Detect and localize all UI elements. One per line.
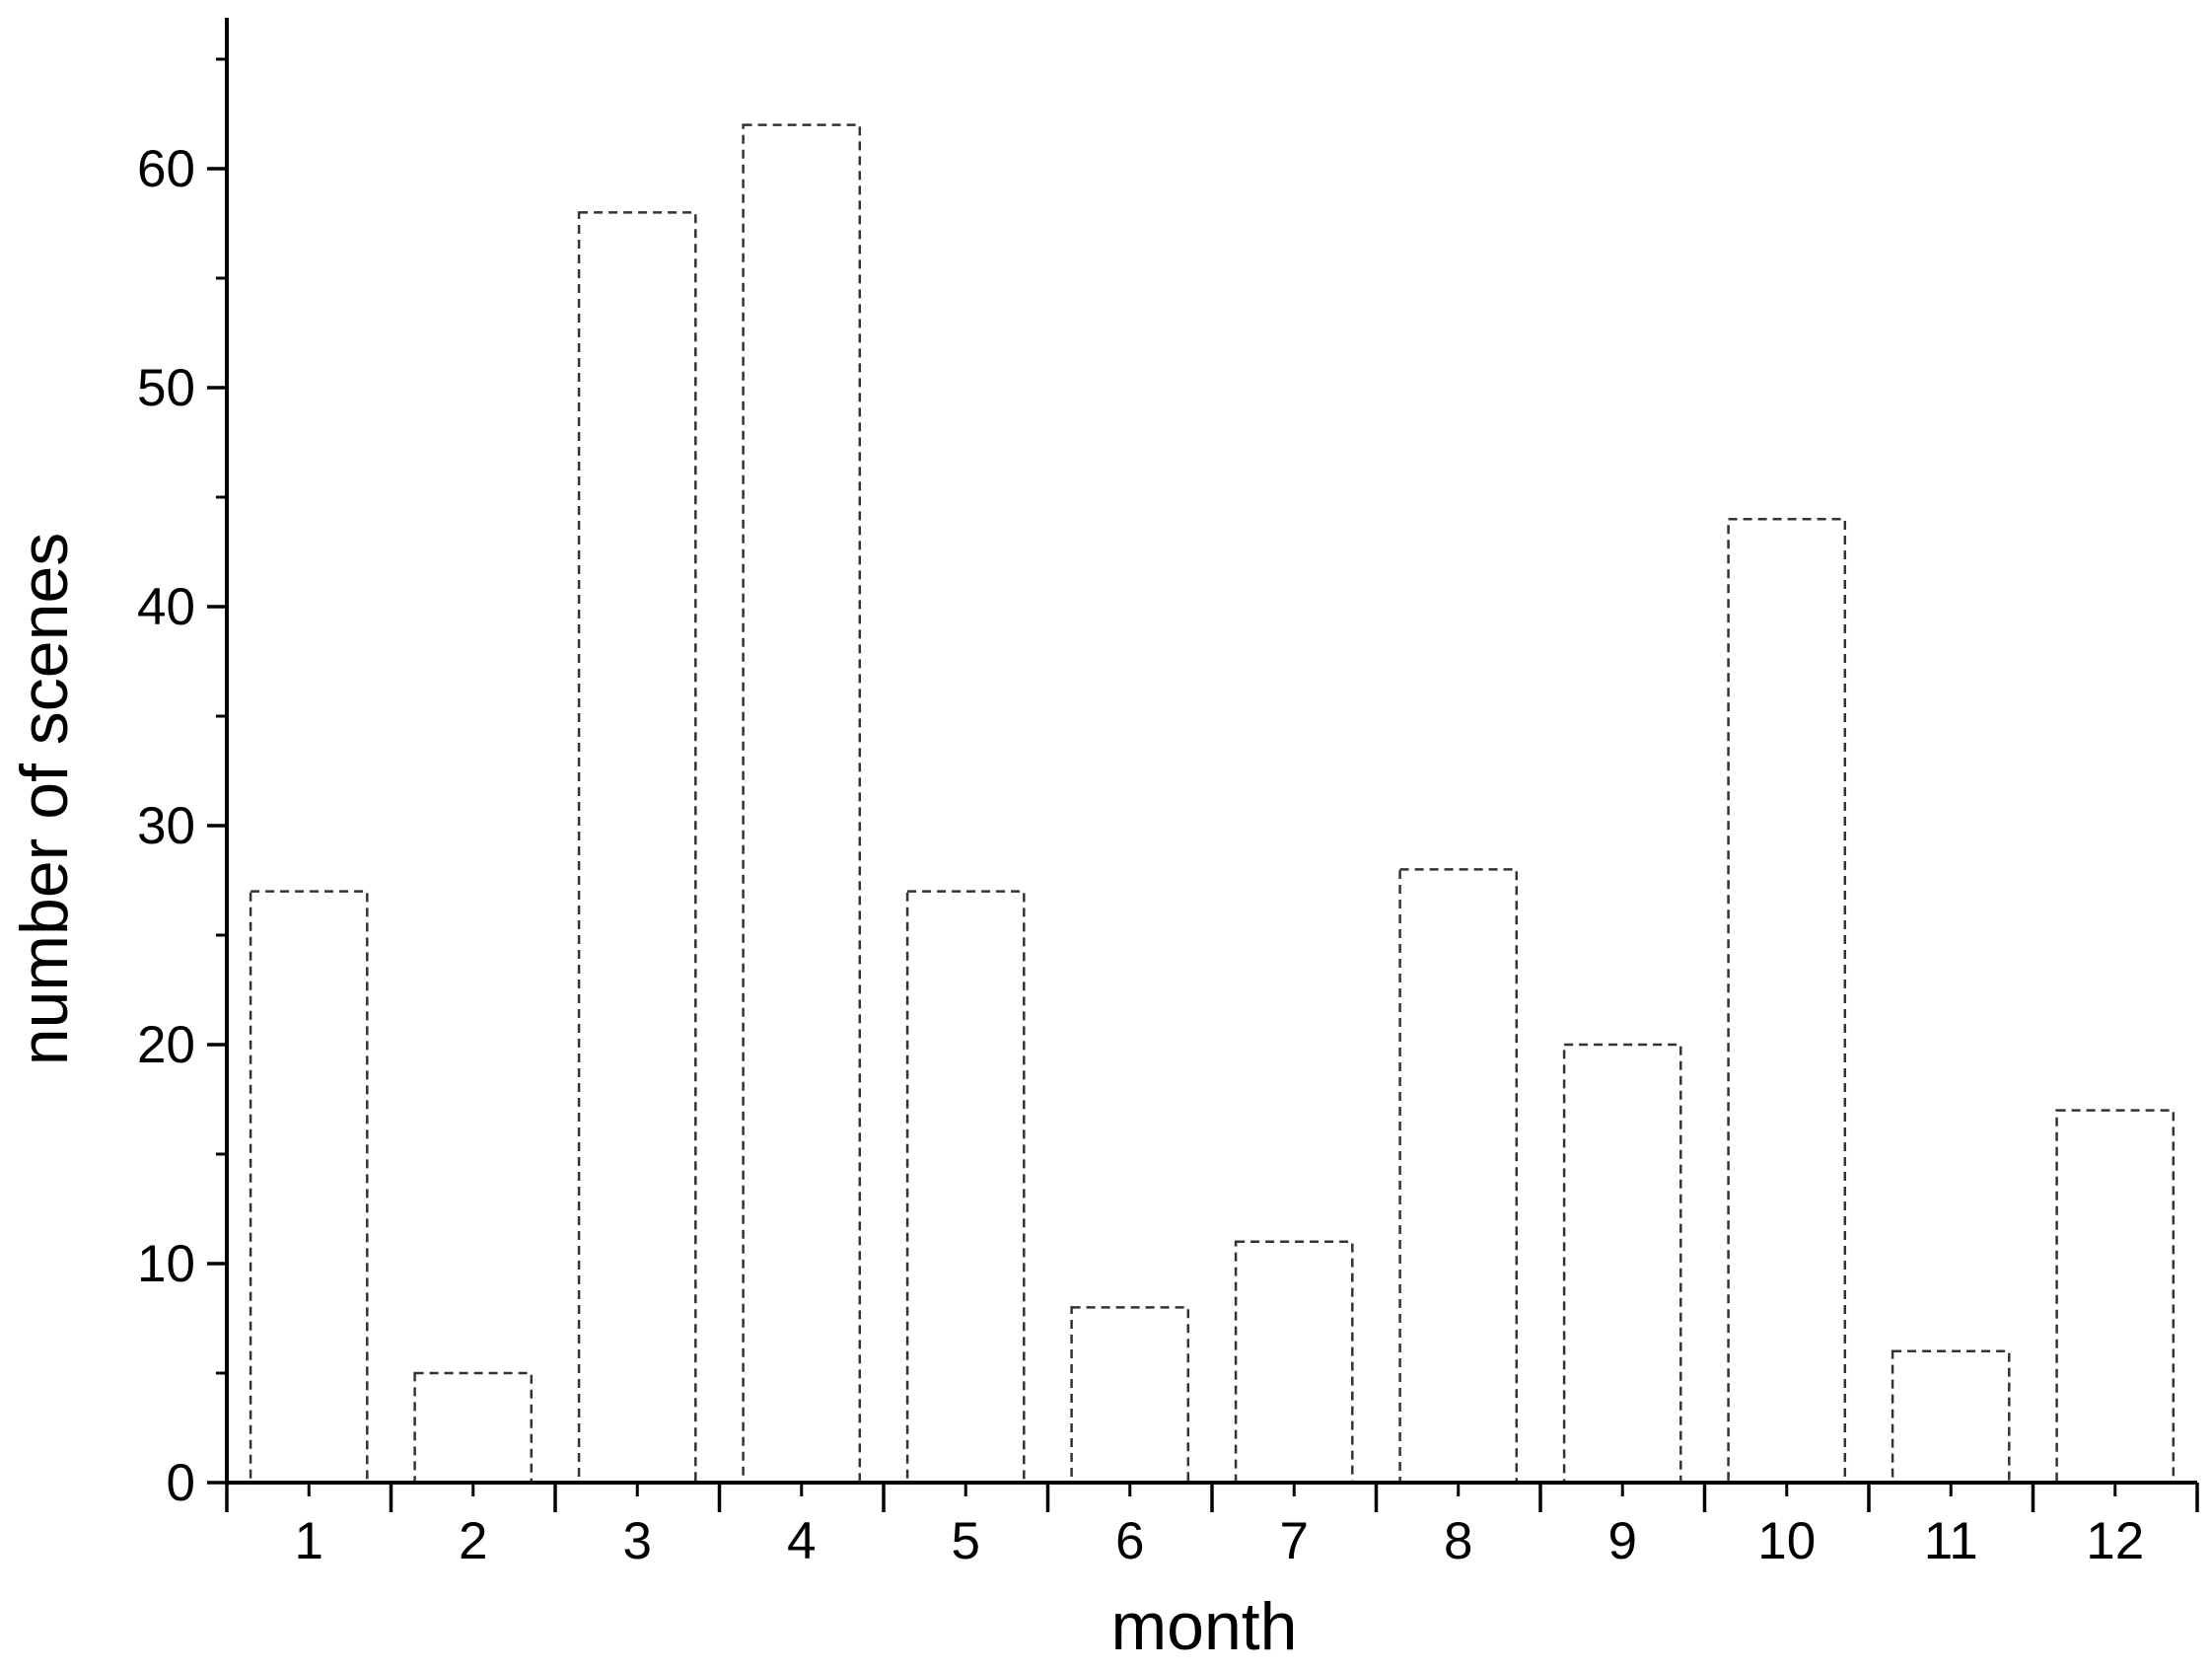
axes-layer — [225, 18, 2197, 1485]
y-axis-label: number of scenes — [7, 533, 82, 1066]
x-tick-label: 3 — [623, 1512, 652, 1570]
x-tick-label: 5 — [952, 1512, 980, 1570]
bar-month-1 — [249, 890, 369, 1485]
x-tick-label: 6 — [1115, 1512, 1144, 1570]
bar-month-6 — [1070, 1306, 1190, 1485]
bar-month-11 — [1891, 1349, 2011, 1485]
x-tick-label: 10 — [1757, 1512, 1816, 1570]
y-tick-label: 10 — [137, 1235, 195, 1293]
x-tick-label: 4 — [787, 1512, 816, 1570]
x-axis-label: month — [1111, 1589, 1298, 1664]
y-tick-label: 20 — [137, 1016, 195, 1074]
bar-month-9 — [1562, 1043, 1682, 1485]
bar-month-12 — [2055, 1109, 2176, 1485]
bar-month-3 — [577, 211, 697, 1485]
x-tick-label: 7 — [1280, 1512, 1309, 1570]
y-tick-label: 50 — [137, 359, 195, 417]
bars-layer — [249, 123, 2176, 1485]
x-tick-label: 9 — [1608, 1512, 1637, 1570]
bar-month-5 — [905, 890, 1026, 1485]
bar-month-7 — [1234, 1240, 1354, 1485]
bar-month-8 — [1398, 868, 1519, 1485]
y-tick-label: 40 — [137, 578, 195, 636]
bar-month-2 — [413, 1371, 534, 1485]
x-tick-label: 11 — [1924, 1512, 1978, 1570]
x-tick-label: 12 — [2086, 1512, 2144, 1570]
y-tick-label: 60 — [137, 140, 195, 198]
bar-month-10 — [1727, 517, 1847, 1485]
bar-month-4 — [742, 123, 862, 1485]
x-tick-label: 1 — [295, 1512, 323, 1570]
x-tick-label: 8 — [1444, 1512, 1472, 1570]
y-tick-label: 30 — [137, 797, 195, 855]
y-tick-label: 0 — [167, 1454, 195, 1512]
x-tick-label: 2 — [459, 1512, 487, 1570]
